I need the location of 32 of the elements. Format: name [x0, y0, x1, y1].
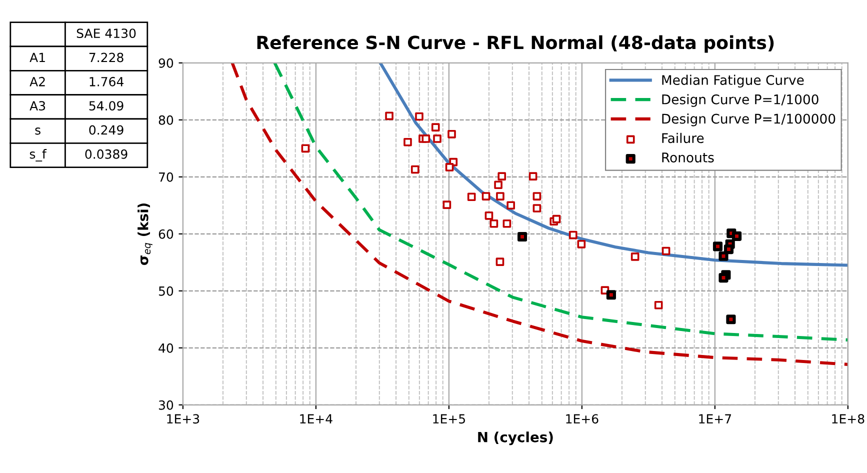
- legend-label: Design Curve P=1/100000: [662, 114, 836, 126]
- y-tick-label: 30: [158, 400, 174, 410]
- category-label: s_f: [30, 149, 47, 162]
- y-tick-label: 50: [158, 286, 174, 296]
- y-tick-label: 90: [158, 58, 174, 68]
- legend-label: Ronouts: [662, 152, 714, 162]
- text: 54.09: [89, 101, 124, 111]
- legend-label: Design Curve P=1/1000: [662, 94, 818, 107]
- legend-label: Median Fatigue Curve: [662, 74, 804, 88]
- text: 0.249: [89, 125, 124, 135]
- x-tick-label: 1E+5: [433, 414, 465, 424]
- y-tick-label: 70: [159, 172, 174, 182]
- x-tick-label: 1E+3: [167, 414, 200, 424]
- text: 0.0389: [85, 149, 128, 159]
- chart-title: Reference S-N Curve - RFL Normal (48-data points): [257, 35, 774, 53]
- category-label: s: [35, 128, 40, 135]
- x-axis-title: N (cycles): [478, 432, 553, 446]
- y-tick-label: 60: [158, 229, 174, 239]
- text: 7.228: [89, 52, 124, 62]
- x-tick-label: 1E+7: [699, 414, 731, 424]
- y-tick-label: 40: [158, 343, 174, 353]
- x-tick-label: 1E+4: [300, 414, 332, 424]
- legend-label: Failure: [662, 132, 704, 144]
- category-label: SAE 4130: [76, 28, 136, 38]
- category-label: A3: [30, 101, 46, 111]
- y-tick-label: 80: [158, 115, 174, 125]
- category-label: A1: [30, 52, 45, 62]
- category-label: A2: [30, 76, 45, 86]
- x-tick-label: 1E+6: [566, 414, 598, 424]
- text: 1.764: [90, 76, 124, 86]
- y-axis-title: σ$_{eq}$ (ksi): [138, 203, 152, 265]
- x-tick-label: 1E+8: [832, 414, 864, 424]
